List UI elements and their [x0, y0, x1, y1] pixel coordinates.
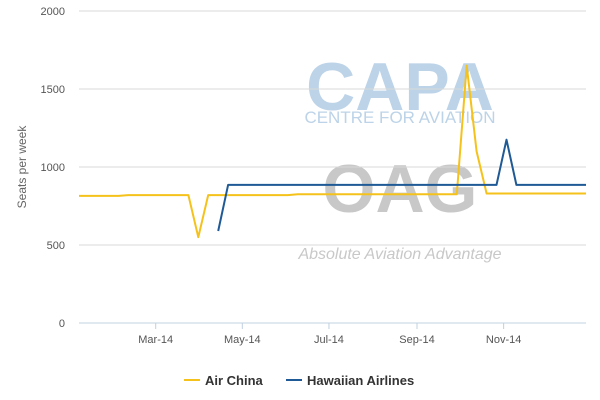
- capa-watermark-subtitle: CENTRE FOR AVIATION: [304, 108, 495, 127]
- legend-label-air-china: Air China: [205, 373, 264, 388]
- x-tick-label: Sep-14: [399, 334, 434, 346]
- x-tick-label: Jul-14: [314, 334, 344, 346]
- plot-area: [79, 64, 586, 239]
- watermark: CAPA CENTRE FOR AVIATION OAG Absolute Av…: [297, 49, 501, 263]
- x-tick-label: Mar-14: [138, 334, 173, 346]
- oag-watermark-tagline: Absolute Aviation Advantage: [297, 246, 501, 263]
- oag-watermark: OAG: [323, 151, 478, 227]
- series-line-hawaiian-airlines: [217, 138, 586, 232]
- x-tick-label: Nov-14: [486, 334, 521, 346]
- x-tick-label: May-14: [224, 334, 261, 346]
- y-tick-label: 2000: [41, 6, 65, 18]
- legend: Air China Hawaiian Airlines: [184, 373, 414, 388]
- y-tick-label: 500: [47, 240, 65, 252]
- y-tick-label: 1500: [41, 84, 65, 96]
- axes: 0 500 1000 1500 2000 Mar-14 May-14 Jul-14 Sep-14…: [41, 6, 586, 346]
- y-tick-label: 0: [59, 318, 65, 330]
- legend-label-hawaiian-airlines: Hawaiian Airlines: [307, 373, 414, 388]
- y-tick-label: 1000: [41, 162, 65, 174]
- grid: [79, 10, 586, 246]
- series-line-air-china: [79, 64, 586, 239]
- y-axis-title: Seats per week: [15, 125, 29, 209]
